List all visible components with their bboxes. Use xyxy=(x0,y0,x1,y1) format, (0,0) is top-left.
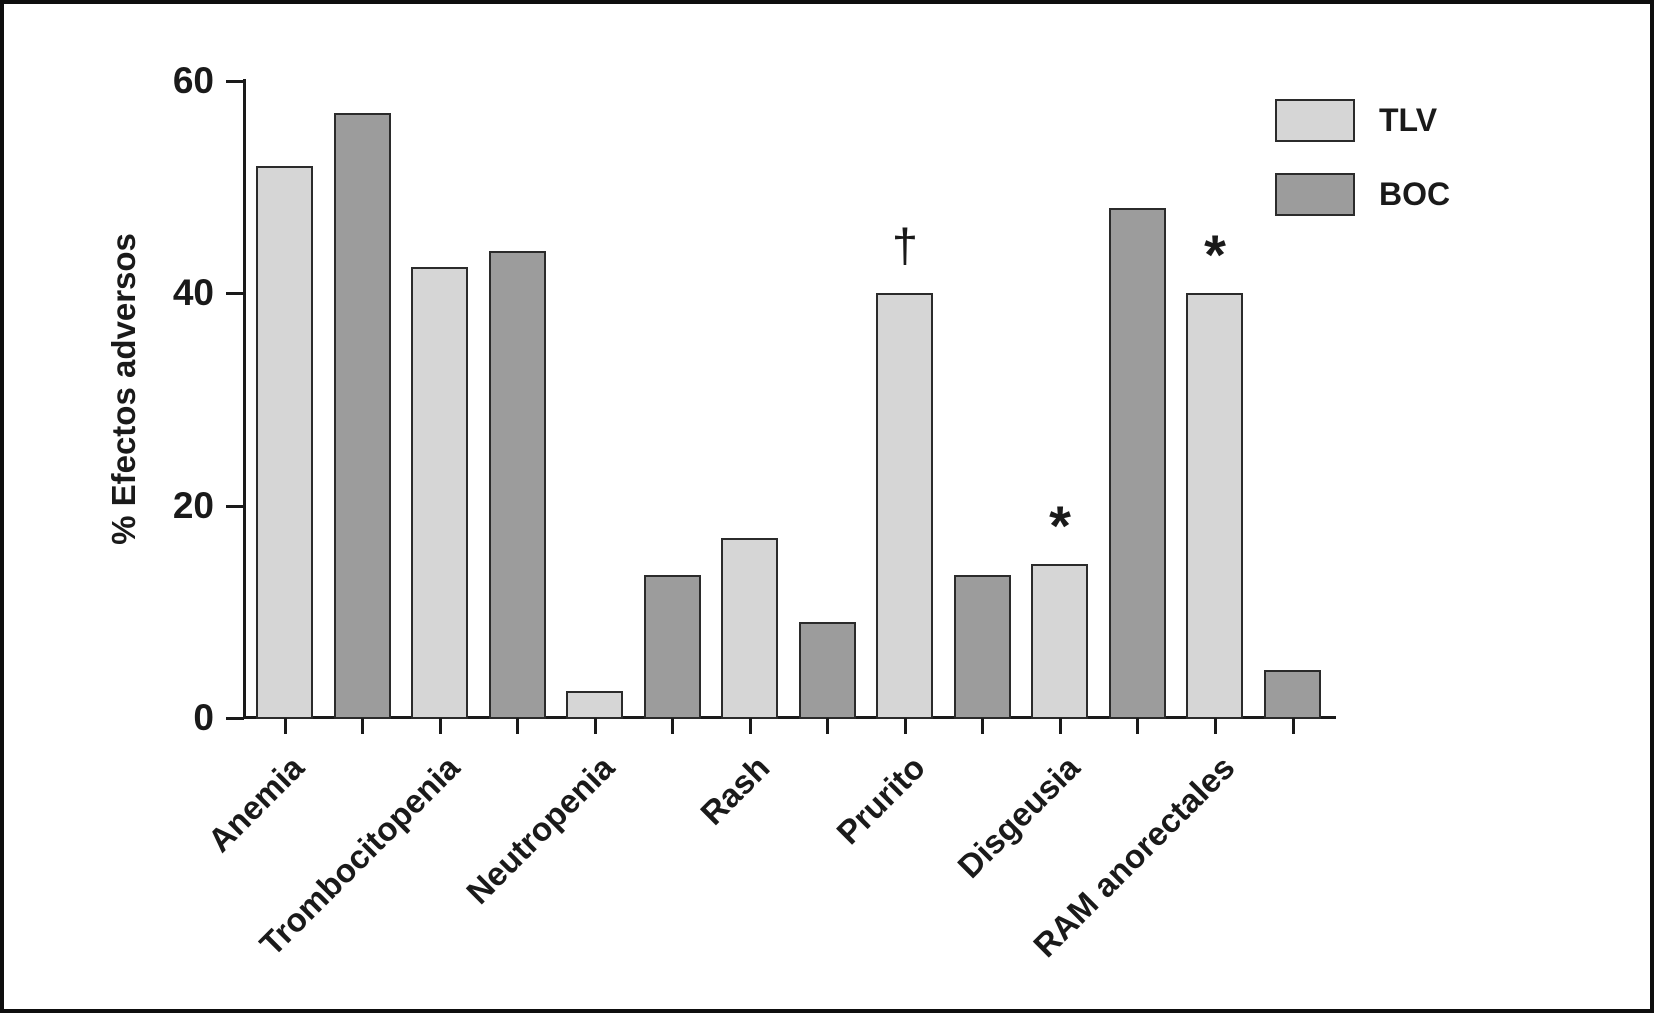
y-tick xyxy=(226,504,244,508)
plot-area: % Efectos adversos 0 20 40 60 Anemia Tromboci… xyxy=(4,4,1650,1009)
bar-anemia-tlv xyxy=(256,166,313,719)
bar-neutropenia-tlv xyxy=(566,691,623,719)
x-tick xyxy=(1214,718,1217,734)
x-tick xyxy=(1292,718,1295,734)
bar-disgeusia-tlv xyxy=(1031,564,1088,719)
x-label-anemia: Anemia xyxy=(200,748,312,860)
bar-anemia-boc xyxy=(334,113,391,719)
y-tick xyxy=(226,292,244,296)
y-tick-label: 60 xyxy=(172,59,214,101)
annotation-asterisk-icon: * xyxy=(1204,223,1226,286)
annotation-dagger-icon: † xyxy=(891,219,919,272)
x-axis-line xyxy=(243,716,1336,719)
bar-ram-anorectales-tlv xyxy=(1186,293,1243,719)
x-label-disgeusia: Disgeusia xyxy=(950,748,1087,885)
x-tick xyxy=(1136,718,1139,734)
bar-prurito-boc xyxy=(954,575,1011,719)
x-tick xyxy=(594,718,597,734)
y-axis-line xyxy=(243,79,246,719)
x-label-neutropenia: Neutropenia xyxy=(459,748,622,911)
legend-swatch-boc-icon xyxy=(1275,173,1355,216)
x-tick xyxy=(1059,718,1062,734)
legend-label-tlv: TLV xyxy=(1379,102,1438,138)
legend-item-tlv: TLV xyxy=(1275,99,1450,142)
x-tick xyxy=(904,718,907,734)
x-tick xyxy=(981,718,984,734)
x-tick xyxy=(749,718,752,734)
x-tick xyxy=(439,718,442,734)
bar-prurito-tlv xyxy=(876,293,933,719)
y-tick xyxy=(226,717,244,720)
legend: TLV BOC xyxy=(1275,99,1450,247)
y-tick-label: 0 xyxy=(193,697,214,738)
bar-neutropenia-boc xyxy=(644,575,701,719)
bar-trombocitopenia-tlv xyxy=(411,267,468,719)
x-tick xyxy=(826,718,829,734)
x-label-rash: Rash xyxy=(693,748,777,832)
x-label-prurito: Prurito xyxy=(828,748,932,852)
bar-rash-tlv xyxy=(721,538,778,719)
bar-disgeusia-boc xyxy=(1109,208,1166,719)
bar-ram-anorectales-boc xyxy=(1264,670,1321,719)
y-tick-label: 20 xyxy=(172,484,214,526)
x-tick xyxy=(516,718,519,734)
bar-rash-boc xyxy=(799,622,856,719)
y-tick-label: 40 xyxy=(172,272,214,314)
bar-trombocitopenia-boc xyxy=(489,251,546,719)
x-tick xyxy=(284,718,287,734)
annotation-asterisk-icon: * xyxy=(1049,494,1071,557)
legend-item-boc: BOC xyxy=(1275,173,1450,216)
x-tick xyxy=(361,718,364,734)
y-tick xyxy=(226,79,244,83)
legend-swatch-tlv-icon xyxy=(1275,99,1355,142)
x-tick xyxy=(671,718,674,734)
legend-label-boc: BOC xyxy=(1379,176,1451,212)
